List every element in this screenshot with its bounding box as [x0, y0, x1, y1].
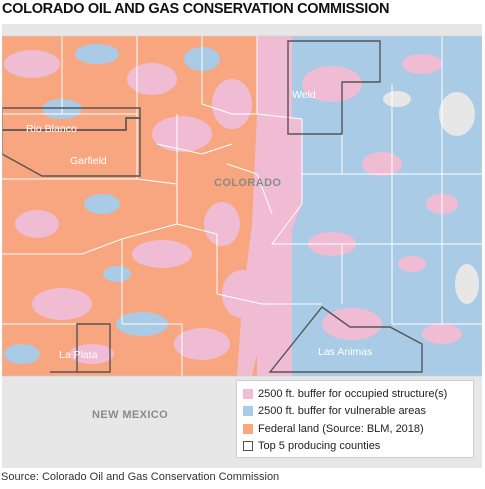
state-label: COLORADO [214, 177, 281, 189]
legend-label-occupied: 2500 ft. buffer for occupied structure(s… [258, 387, 448, 400]
top-producing-counties [2, 40, 423, 373]
legend-item-vulnerable: 2500 ft. buffer for vulnerable areas [243, 403, 467, 421]
county-lines [2, 36, 482, 376]
eastern-patches [302, 54, 479, 344]
legend-label-top-counties: Top 5 producing counties [258, 440, 381, 453]
legend-label-federal: Federal land (Source: BLM, 2018) [258, 422, 424, 435]
legend-swatch-vulnerable [243, 406, 253, 417]
colorado-map: Weld Rio Blanco Garfield La Plata Las An… [2, 24, 482, 468]
state-border [2, 35, 482, 377]
weld-label: Weld [292, 89, 316, 101]
las-animas-outline [268, 306, 423, 373]
garfield-label: Garfield [70, 155, 107, 167]
legend-item-federal: Federal land (Source: BLM, 2018) [243, 420, 467, 438]
front-range-corridor [237, 114, 302, 376]
weld-outline [287, 40, 381, 135]
las-animas-label: Las Animas [318, 346, 372, 358]
legend-swatch-top-counties [243, 441, 253, 452]
legend-swatch-federal [243, 423, 253, 434]
rio-blanco-label: Rio Blanco [26, 123, 77, 135]
la-plata-outline [50, 323, 111, 373]
source-note: Source: Colorado Oil and Gas Conservatio… [1, 471, 280, 483]
legend-swatch-occupied [243, 388, 253, 399]
map-title: COLORADO OIL AND GAS CONSERVATION COMMIS… [2, 1, 390, 17]
legend-item-top-counties: Top 5 producing counties [243, 438, 467, 456]
legend-label-vulnerable: 2500 ft. buffer for vulnerable areas [258, 405, 426, 418]
garfield-outline [2, 117, 141, 177]
map-frame: Weld Rio Blanco Garfield La Plata Las An… [2, 24, 482, 468]
legend-item-occupied: 2500 ft. buffer for occupied structure(s… [243, 385, 467, 403]
neighbor-label: NEW MEXICO [92, 409, 168, 421]
map-legend: 2500 ft. buffer for occupied structure(s… [236, 380, 474, 458]
la-plata-label: La Plata [59, 349, 98, 361]
